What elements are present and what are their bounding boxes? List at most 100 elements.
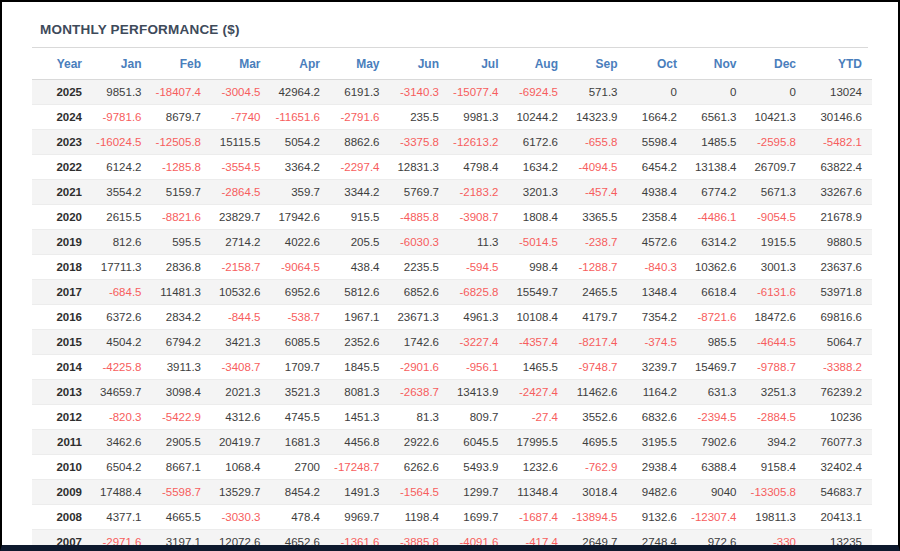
table-header-row: YearJanFebMarAprMayJunJulAugSepOctNovDec…	[32, 48, 872, 80]
value-cell: 3251.3	[747, 380, 807, 405]
value-cell: -330	[747, 530, 807, 551]
value-cell: 6388.4	[687, 455, 747, 480]
value-cell: 5671.3	[747, 180, 807, 205]
value-cell: -11651.6	[271, 105, 331, 130]
value-cell: -684.5	[92, 280, 152, 305]
value-cell: 17488.4	[92, 480, 152, 505]
value-cell: 9132.6	[628, 505, 688, 530]
value-cell: 438.4	[330, 255, 390, 280]
value-cell: 6852.6	[390, 280, 450, 305]
value-cell: 3364.2	[271, 155, 331, 180]
value-cell: 3195.5	[628, 430, 688, 455]
value-cell: 5064.7	[806, 330, 872, 355]
value-cell: -12613.2	[449, 130, 509, 155]
column-header-nov: Nov	[687, 48, 747, 80]
value-cell: 3554.2	[92, 180, 152, 205]
value-cell: -3375.8	[390, 130, 450, 155]
table-row: 2007-2971.63197.112072.64652.6-1361.6-38…	[32, 530, 872, 551]
year-cell: 2017	[32, 280, 92, 305]
column-header-jul: Jul	[449, 48, 509, 80]
value-cell: 3239.7	[628, 355, 688, 380]
value-cell: -1285.8	[152, 155, 212, 180]
year-cell: 2010	[32, 455, 92, 480]
value-cell: 2649.7	[568, 530, 628, 551]
value-cell: -1361.6	[330, 530, 390, 551]
value-cell: 6618.4	[687, 280, 747, 305]
value-cell: 10108.4	[509, 305, 569, 330]
table-row: 201334659.73098.42021.33521.38081.3-2638…	[32, 380, 872, 405]
value-cell: 631.3	[687, 380, 747, 405]
value-cell: 1699.7	[449, 505, 509, 530]
value-cell: 4665.5	[152, 505, 212, 530]
value-cell: -2183.2	[449, 180, 509, 205]
value-cell: 2748.4	[628, 530, 688, 551]
year-cell: 2015	[32, 330, 92, 355]
value-cell: 5769.7	[390, 180, 450, 205]
value-cell: -2901.6	[390, 355, 450, 380]
value-cell: 76077.3	[806, 430, 872, 455]
value-cell: 20413.1	[806, 505, 872, 530]
value-cell: -594.5	[449, 255, 509, 280]
value-cell: 2235.5	[390, 255, 450, 280]
value-cell: 1967.1	[330, 305, 390, 330]
value-cell: -4486.1	[687, 205, 747, 230]
value-cell: 6262.6	[390, 455, 450, 480]
value-cell: 54683.7	[806, 480, 872, 505]
value-cell: 23671.3	[390, 305, 450, 330]
value-cell: 9040	[687, 480, 747, 505]
column-header-ytd: YTD	[806, 48, 872, 80]
value-cell: -374.5	[628, 330, 688, 355]
value-cell: -27.4	[509, 405, 569, 430]
value-cell: 9981.3	[449, 105, 509, 130]
year-cell: 2019	[32, 230, 92, 255]
value-cell: 6774.2	[687, 180, 747, 205]
value-cell: 2834.2	[152, 305, 212, 330]
value-cell: -5014.5	[509, 230, 569, 255]
value-cell: 3201.3	[509, 180, 569, 205]
value-cell: 1451.3	[330, 405, 390, 430]
table-row: 20113462.62905.520419.71681.34456.82922.…	[32, 430, 872, 455]
value-cell: 7354.2	[628, 305, 688, 330]
value-cell: 30146.6	[806, 105, 872, 130]
value-cell: 8679.7	[152, 105, 212, 130]
table-header: YearJanFebMarAprMayJunJulAugSepOctNovDec…	[32, 48, 872, 80]
table-row: 20154504.26794.23421.36085.52352.61742.6…	[32, 330, 872, 355]
value-cell: 3001.3	[747, 255, 807, 280]
value-cell: 1634.2	[509, 155, 569, 180]
value-cell: 63822.4	[806, 155, 872, 180]
value-cell: 4377.1	[92, 505, 152, 530]
value-cell: 1709.7	[271, 355, 331, 380]
column-header-apr: Apr	[271, 48, 331, 80]
value-cell: 14323.9	[568, 105, 628, 130]
value-cell: 32402.4	[806, 455, 872, 480]
table-row: 200917488.4-5598.713529.78454.21491.3-15…	[32, 480, 872, 505]
year-cell: 2022	[32, 155, 92, 180]
value-cell: 1299.7	[449, 480, 509, 505]
value-cell: 1164.2	[628, 380, 688, 405]
value-cell: -4091.6	[449, 530, 509, 551]
value-cell: -9064.5	[271, 255, 331, 280]
value-cell: 2905.5	[152, 430, 212, 455]
value-cell: -3140.3	[390, 80, 450, 105]
value-cell: -2595.8	[747, 130, 807, 155]
value-cell: 17995.5	[509, 430, 569, 455]
value-cell: 812.6	[92, 230, 152, 255]
table-row: 2014-4225.83911.3-3408.71709.71845.5-290…	[32, 355, 872, 380]
value-cell: 9482.6	[628, 480, 688, 505]
value-cell: 3197.1	[152, 530, 212, 551]
value-cell: 13138.4	[687, 155, 747, 180]
value-cell: -6030.3	[390, 230, 450, 255]
value-cell: 3018.4	[568, 480, 628, 505]
table-row: 20106504.28667.11068.42700-17248.76262.6…	[32, 455, 872, 480]
value-cell: 81.3	[390, 405, 450, 430]
year-cell: 2021	[32, 180, 92, 205]
value-cell: 6191.3	[330, 80, 390, 105]
value-cell: 1465.5	[509, 355, 569, 380]
value-cell: -7740	[211, 105, 271, 130]
value-cell: 915.5	[330, 205, 390, 230]
value-cell: 10244.2	[509, 105, 569, 130]
table-row: 20259851.3-18407.4-3004.542964.26191.3-3…	[32, 80, 872, 105]
value-cell: 5598.4	[628, 130, 688, 155]
value-cell: 205.5	[330, 230, 390, 255]
value-cell: 3462.6	[92, 430, 152, 455]
